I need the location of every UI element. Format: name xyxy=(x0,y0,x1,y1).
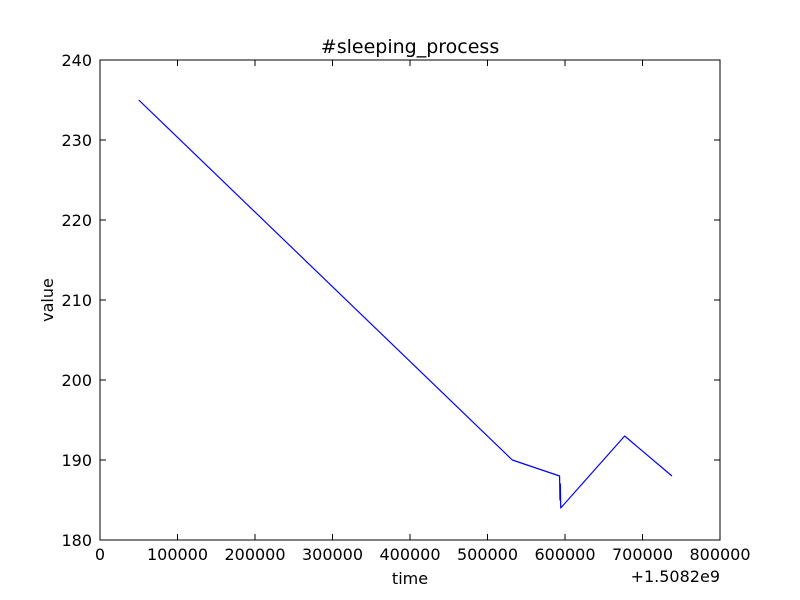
y-tick-label: 220 xyxy=(61,211,92,230)
x-tick-label: 700000 xyxy=(612,545,673,564)
x-axis-label: time xyxy=(392,569,428,588)
series-group xyxy=(138,99,673,509)
y-tick-label: 230 xyxy=(61,131,92,150)
series-line xyxy=(138,99,673,509)
x-tick-label: 200000 xyxy=(224,545,285,564)
x-tick-label: 400000 xyxy=(379,545,440,564)
y-tick-label: 210 xyxy=(61,291,92,310)
x-tick-label: 300000 xyxy=(302,545,363,564)
y-axis-label: value xyxy=(38,278,57,322)
x-offset-label: +1.5082e9 xyxy=(631,567,720,586)
x-tick-label: 600000 xyxy=(534,545,595,564)
y-tick-label: 190 xyxy=(61,451,92,470)
chart-title: #sleeping_process xyxy=(321,36,499,58)
x-tick-label: 100000 xyxy=(147,545,208,564)
plot-frame xyxy=(99,59,721,541)
y-tick-label: 240 xyxy=(61,51,92,70)
x-tick-label: 800000 xyxy=(689,545,750,564)
x-tick-label: 0 xyxy=(95,545,105,564)
x-tick-label: 500000 xyxy=(457,545,518,564)
y-tick-label: 200 xyxy=(61,371,92,390)
y-tick-label: 180 xyxy=(61,531,92,550)
axis-ticks xyxy=(99,59,721,541)
tick-labels: 0 100000 200000 300000 400000 500000 600000 700… xyxy=(61,51,750,564)
plot-area xyxy=(99,59,721,541)
